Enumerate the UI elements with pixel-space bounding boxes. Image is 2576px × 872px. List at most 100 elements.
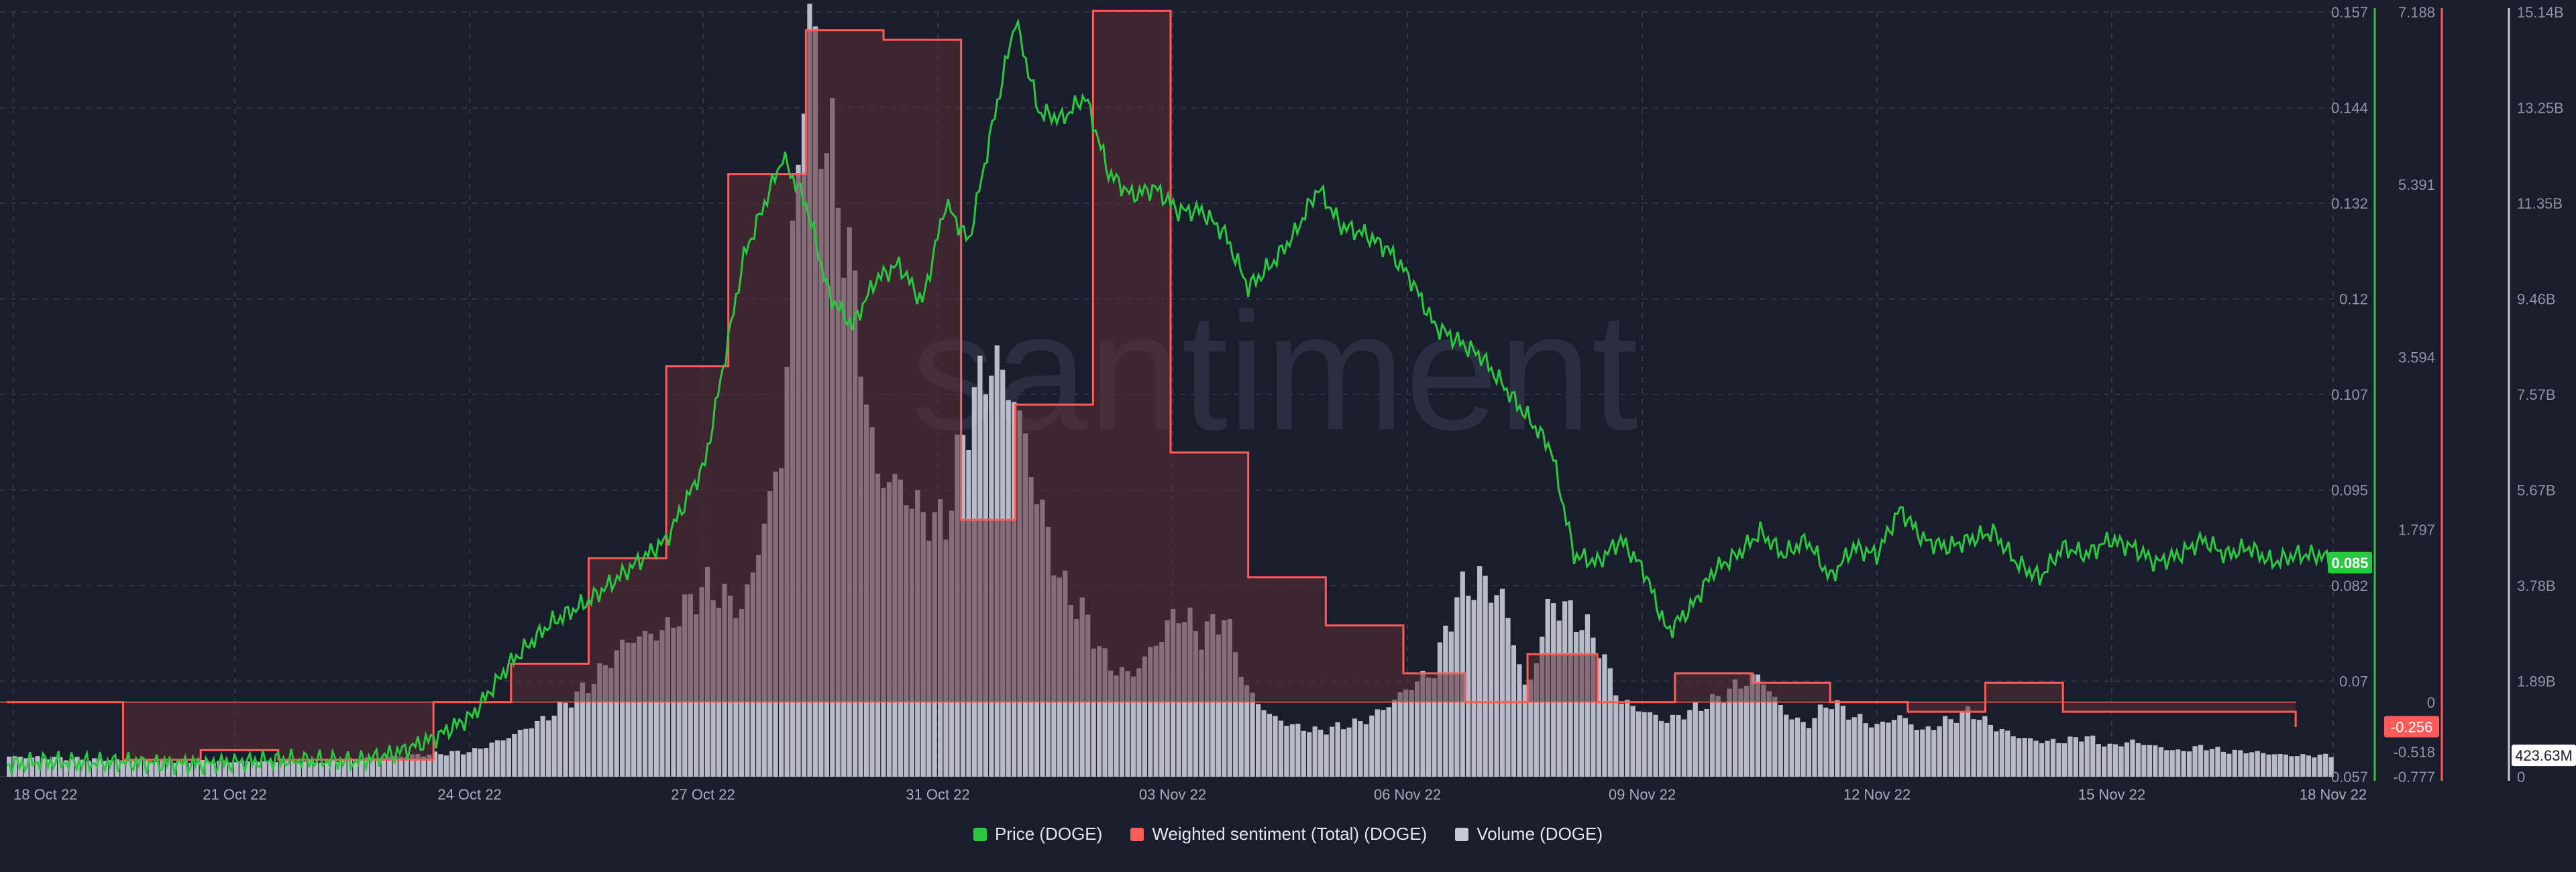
volume-bar [1766,691,1772,777]
volume-bar [1278,720,1284,777]
volume-bar [591,684,596,777]
price-tick-label: 0.107 [2331,386,2368,403]
volume-bar [1591,637,1596,777]
volume-bar [1114,675,1119,777]
volume-bar [438,754,443,777]
price-tick-label: 0.157 [2331,4,2368,21]
volume-bar [546,720,551,777]
volume-bar [642,631,648,777]
volume-bar [2153,745,2158,777]
volume-bar [494,740,500,777]
volume-bar [1125,671,1130,777]
volume-bar [602,665,608,777]
volume-bar [1471,600,1477,777]
legend-swatch-price [973,827,987,841]
x-tick-label: 27 Oct 22 [671,786,735,803]
volume-bar [461,754,466,777]
volume-bar [2328,757,2334,777]
price-tick-label: 0.07 [2339,673,2368,690]
volume-bar [1931,730,1937,777]
x-tick-label: 18 Oct 22 [13,786,77,803]
volume-bar [1352,718,1358,777]
volume-bar [165,761,171,777]
volume-bar [1960,711,1965,777]
volume-bar [1902,718,1909,777]
x-tick-label: 12 Nov 22 [1843,786,1911,803]
volume-bar [2266,754,2271,777]
volume-bar [443,755,449,777]
volume-bar [409,754,415,777]
volume-bar [500,740,506,777]
legend-item-volume[interactable]: Volume (DOGE) [1455,824,1603,844]
volume-bar [2027,738,2033,777]
volume-bar [1159,641,1165,777]
volume-bar [1505,618,1511,777]
volume-bar [1381,710,1386,777]
volume-bar [1732,679,1738,777]
volume-bar [427,755,432,777]
volume-bar [1414,681,1420,777]
volume-bar [148,761,154,777]
volume-bar [637,636,642,777]
volume-bar [1858,714,1863,777]
volume-bar [421,756,427,777]
sentiment-badge [2384,716,2439,738]
volume-bar [2135,743,2141,777]
volume-bar [1750,674,1755,777]
volume-bar [1216,635,1221,777]
legend-item-price[interactable]: Price (DOGE) [973,824,1102,844]
volume-bar [1318,729,1324,777]
volume-bar [2289,756,2294,777]
price-line [6,17,2335,777]
volume-bar [1778,705,1783,777]
volume-bar [1937,726,1942,777]
volume-tick-label: 5.67B [2517,482,2556,499]
volume-bar [1676,715,1681,777]
volume-bar [1409,690,1414,777]
legend-item-sentiment[interactable]: Weighted sentiment (Total) (DOGE) [1130,824,1427,844]
volume-bar [1596,658,1602,777]
volume-bar [557,701,563,777]
volume-bar [2033,741,2039,777]
price-tick-label: 0.095 [2331,482,2368,499]
volume-bar [381,757,386,777]
volume-bar [625,643,631,777]
volume-bar [2118,746,2124,777]
volume-bar [1999,728,2004,777]
volume-bar [80,759,86,777]
volume-tick-label: 9.46B [2517,291,2556,308]
volume-bar [1607,668,1613,777]
volume-bar [63,760,68,777]
volume-bar [478,749,483,777]
volume-bar [2164,750,2169,777]
volume-bar [109,760,114,777]
volume-bar [1681,719,1686,777]
volume-bar [97,759,103,777]
volume-bar [1840,706,1845,777]
volume-bar [1499,588,1505,777]
volume-bar [472,748,478,777]
volume-bar [245,761,250,777]
volume-bar [1914,730,1919,777]
volume-bar [1238,677,1244,777]
x-tick-label: 18 Nov 22 [2300,786,2367,803]
volume-bar [2158,747,2163,777]
volume-bar [1687,710,1693,777]
volume-bar [1579,630,1585,777]
volume-bar [659,630,665,777]
volume-bar [2198,745,2204,777]
volume-bar [1307,732,1312,777]
volume-tick-label: 15.14B [2517,4,2564,21]
volume-bar [1534,663,1539,777]
volume-bar [1335,722,1340,777]
volume-bar [2017,738,2022,777]
volume-bar [91,758,97,777]
volume-bar [1619,704,1624,777]
volume-bar [1835,700,1840,777]
volume-bar [302,761,307,777]
volume-bar [1909,724,1914,777]
volume-bar [1193,631,1199,777]
legend-swatch-volume [1455,827,1469,841]
volume-bar [2022,738,2027,777]
volume-bar [137,760,142,777]
